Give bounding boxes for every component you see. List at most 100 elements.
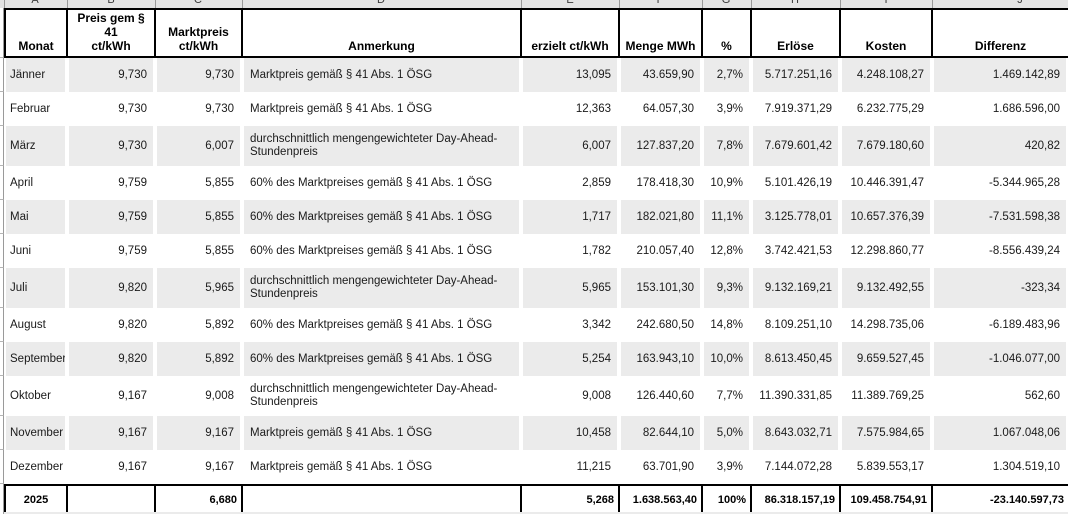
- total-cell-anmerkung[interactable]: [242, 484, 521, 514]
- cell-prozent[interactable]: 3,9%: [702, 92, 751, 126]
- cell-monat[interactable]: Dezember: [4, 450, 67, 484]
- cell-erloese[interactable]: 8.613.450,45: [751, 342, 840, 376]
- cell-menge[interactable]: 163.943,10: [619, 342, 702, 376]
- cell-prozent[interactable]: 3,9%: [702, 450, 751, 484]
- cell-prozent[interactable]: 7,7%: [702, 376, 751, 416]
- col-header-preis-gem-41[interactable]: Preis gem § 41 ct/kWh: [67, 8, 155, 58]
- cell-erloese[interactable]: 7.679.601,42: [751, 126, 840, 166]
- cell-kosten[interactable]: 7.679.180,60: [840, 126, 932, 166]
- cell-menge[interactable]: 82.644,10: [619, 416, 702, 450]
- cell-monat[interactable]: Mai: [4, 200, 67, 234]
- cell-anmerkung[interactable]: durchschnittlich mengengewichteter Day-A…: [242, 376, 521, 416]
- cell-marktpreis[interactable]: 9,167: [155, 416, 242, 450]
- cell-marktpreis[interactable]: 5,892: [155, 308, 242, 342]
- cell-preis[interactable]: 9,759: [67, 234, 155, 268]
- cell-marktpreis[interactable]: 9,167: [155, 450, 242, 484]
- cell-marktpreis[interactable]: 5,855: [155, 200, 242, 234]
- column-header-f[interactable]: F: [656, 0, 664, 6]
- cell-anmerkung[interactable]: Marktpreis gemäß § 41 Abs. 1 ÖSG: [242, 92, 521, 126]
- col-header-menge[interactable]: Menge MWh: [619, 8, 702, 58]
- total-cell-monat[interactable]: 2025: [4, 484, 67, 514]
- cell-anmerkung[interactable]: 60% des Marktpreises gemäß § 41 Abs. 1 Ö…: [242, 308, 521, 342]
- cell-kosten[interactable]: 5.839.553,17: [840, 450, 932, 484]
- column-header-b[interactable]: B: [107, 0, 115, 6]
- cell-erzielt[interactable]: 1,782: [521, 234, 619, 268]
- total-cell-menge[interactable]: 1.638.563,40: [619, 484, 702, 514]
- cell-erloese[interactable]: 11.390.331,85: [751, 376, 840, 416]
- cell-anmerkung[interactable]: 60% des Marktpreises gemäß § 41 Abs. 1 Ö…: [242, 200, 521, 234]
- total-cell-preis[interactable]: [67, 484, 155, 514]
- cell-monat[interactable]: Juli: [4, 268, 67, 308]
- column-header-h[interactable]: H: [791, 0, 799, 6]
- cell-erzielt[interactable]: 12,363: [521, 92, 619, 126]
- column-header-a[interactable]: A: [31, 0, 39, 6]
- cell-prozent[interactable]: 5,0%: [702, 416, 751, 450]
- cell-differenz[interactable]: 1.686.596,00: [932, 92, 1068, 126]
- cell-marktpreis[interactable]: 6,007: [155, 126, 242, 166]
- total-cell-kosten[interactable]: 109.458.754,91: [840, 484, 932, 514]
- total-cell-erzielt[interactable]: 5,268: [521, 484, 619, 514]
- cell-kosten[interactable]: 11.389.769,25: [840, 376, 932, 416]
- column-header-j[interactable]: J: [1017, 0, 1023, 6]
- cell-erloese[interactable]: 8.109.251,10: [751, 308, 840, 342]
- cell-menge[interactable]: 126.440,60: [619, 376, 702, 416]
- cell-erzielt[interactable]: 5,965: [521, 268, 619, 308]
- column-header-e[interactable]: E: [566, 0, 574, 6]
- cell-kosten[interactable]: 6.232.775,29: [840, 92, 932, 126]
- cell-anmerkung[interactable]: Marktpreis gemäß § 41 Abs. 1 ÖSG: [242, 450, 521, 484]
- cell-menge[interactable]: 127.837,20: [619, 126, 702, 166]
- cell-kosten[interactable]: 4.248.108,27: [840, 58, 932, 92]
- cell-anmerkung[interactable]: Marktpreis gemäß § 41 Abs. 1 ÖSG: [242, 416, 521, 450]
- cell-erloese[interactable]: 3.742.421,53: [751, 234, 840, 268]
- cell-kosten[interactable]: 9.132.492,55: [840, 268, 932, 308]
- cell-preis[interactable]: 9,167: [67, 376, 155, 416]
- cell-kosten[interactable]: 7.575.984,65: [840, 416, 932, 450]
- column-header-g[interactable]: G: [721, 0, 731, 6]
- cell-preis[interactable]: 9,167: [67, 416, 155, 450]
- cell-differenz[interactable]: 420,82: [932, 126, 1068, 166]
- cell-monat[interactable]: November: [4, 416, 67, 450]
- cell-anmerkung[interactable]: durchschnittlich mengengewichteter Day-A…: [242, 268, 521, 308]
- cell-preis[interactable]: 9,820: [67, 342, 155, 376]
- cell-menge[interactable]: 182.021,80: [619, 200, 702, 234]
- cell-erloese[interactable]: 8.643.032,71: [751, 416, 840, 450]
- cell-differenz[interactable]: 1.469.142,89: [932, 58, 1068, 92]
- cell-preis[interactable]: 9,820: [67, 308, 155, 342]
- cell-differenz[interactable]: -1.046.077,00: [932, 342, 1068, 376]
- cell-erloese[interactable]: 3.125.778,01: [751, 200, 840, 234]
- cell-marktpreis[interactable]: 5,855: [155, 234, 242, 268]
- cell-monat[interactable]: März: [4, 126, 67, 166]
- column-header-d[interactable]: D: [377, 0, 385, 6]
- col-header-differenz[interactable]: Differenz: [932, 8, 1068, 58]
- cell-monat[interactable]: Februar: [4, 92, 67, 126]
- cell-prozent[interactable]: 10,0%: [702, 342, 751, 376]
- cell-erzielt[interactable]: 3,342: [521, 308, 619, 342]
- cell-marktpreis[interactable]: 9,008: [155, 376, 242, 416]
- cell-differenz[interactable]: -5.344.965,28: [932, 166, 1068, 200]
- cell-erzielt[interactable]: 2,859: [521, 166, 619, 200]
- cell-erzielt[interactable]: 6,007: [521, 126, 619, 166]
- cell-differenz[interactable]: 1.304.519,10: [932, 450, 1068, 484]
- cell-erzielt[interactable]: 9,008: [521, 376, 619, 416]
- cell-monat[interactable]: Jänner: [4, 58, 67, 92]
- cell-differenz[interactable]: -7.531.598,38: [932, 200, 1068, 234]
- cell-menge[interactable]: 64.057,30: [619, 92, 702, 126]
- cell-marktpreis[interactable]: 5,892: [155, 342, 242, 376]
- column-header-i[interactable]: I: [884, 0, 888, 6]
- cell-monat[interactable]: Juni: [4, 234, 67, 268]
- cell-differenz[interactable]: -323,34: [932, 268, 1068, 308]
- cell-menge[interactable]: 178.418,30: [619, 166, 702, 200]
- cell-erzielt[interactable]: 1,717: [521, 200, 619, 234]
- col-header-prozent[interactable]: %: [702, 8, 751, 58]
- cell-erloese[interactable]: 7.144.072,28: [751, 450, 840, 484]
- cell-erzielt[interactable]: 13,095: [521, 58, 619, 92]
- cell-preis[interactable]: 9,820: [67, 268, 155, 308]
- cell-differenz[interactable]: 562,60: [932, 376, 1068, 416]
- cell-marktpreis[interactable]: 9,730: [155, 58, 242, 92]
- cell-erloese[interactable]: 9.132.169,21: [751, 268, 840, 308]
- cell-differenz[interactable]: -6.189.483,96: [932, 308, 1068, 342]
- total-cell-erloese[interactable]: 86.318.157,19: [751, 484, 840, 514]
- col-header-kosten[interactable]: Kosten: [840, 8, 932, 58]
- col-header-marktpreis[interactable]: Marktpreis ct/kWh: [155, 8, 242, 58]
- cell-marktpreis[interactable]: 9,730: [155, 92, 242, 126]
